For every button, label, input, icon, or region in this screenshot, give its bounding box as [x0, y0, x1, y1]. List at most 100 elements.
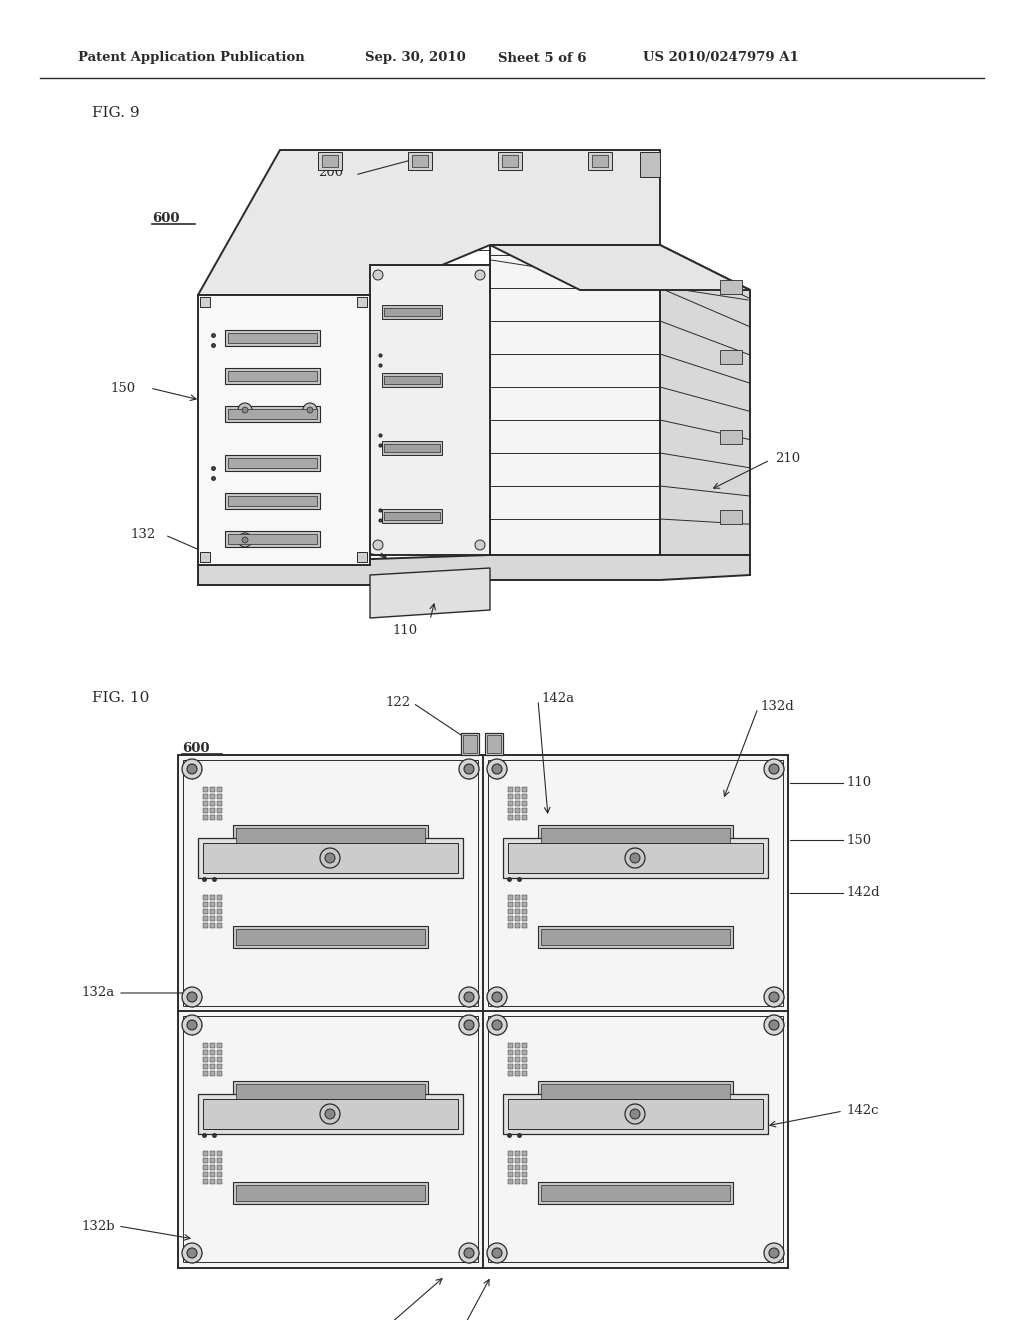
Bar: [508, 902, 513, 907]
Bar: [515, 902, 520, 907]
Bar: [210, 808, 215, 813]
Bar: [508, 1179, 513, 1184]
Text: 122: 122: [386, 697, 411, 710]
Bar: [515, 795, 520, 799]
Bar: [515, 814, 520, 820]
Bar: [318, 152, 342, 170]
Circle shape: [373, 271, 383, 280]
Text: 600: 600: [182, 742, 210, 755]
Bar: [522, 1166, 527, 1170]
Bar: [203, 895, 208, 900]
Bar: [720, 430, 742, 444]
Bar: [508, 895, 513, 900]
Bar: [210, 1049, 215, 1055]
Circle shape: [475, 540, 485, 550]
Bar: [210, 1057, 215, 1063]
Bar: [384, 512, 440, 520]
Bar: [203, 795, 208, 799]
Bar: [228, 535, 317, 544]
Circle shape: [464, 993, 474, 1002]
Bar: [217, 787, 222, 792]
Bar: [522, 1151, 527, 1156]
Bar: [508, 923, 513, 928]
Circle shape: [242, 407, 248, 413]
Bar: [203, 801, 208, 807]
Bar: [541, 1185, 730, 1201]
Text: FIG. 9: FIG. 9: [92, 106, 139, 120]
Bar: [225, 407, 319, 422]
Text: 132a: 132a: [82, 986, 115, 999]
Bar: [217, 1064, 222, 1069]
Bar: [217, 795, 222, 799]
Bar: [233, 927, 428, 948]
Bar: [228, 458, 317, 469]
Circle shape: [187, 993, 197, 1002]
Bar: [225, 492, 319, 510]
Text: 142c: 142c: [846, 1105, 879, 1118]
Circle shape: [307, 407, 313, 413]
Bar: [217, 1043, 222, 1048]
Bar: [384, 308, 440, 315]
Bar: [508, 843, 763, 873]
Bar: [508, 1166, 513, 1170]
Bar: [236, 1185, 425, 1201]
Circle shape: [373, 540, 383, 550]
Bar: [522, 1071, 527, 1076]
Bar: [357, 297, 367, 308]
Circle shape: [182, 1243, 202, 1263]
Bar: [217, 895, 222, 900]
Polygon shape: [490, 246, 750, 290]
Text: Patent Application Publication: Patent Application Publication: [78, 51, 305, 65]
Bar: [541, 1084, 730, 1100]
Bar: [508, 909, 513, 913]
Bar: [217, 909, 222, 913]
Bar: [228, 371, 317, 381]
Circle shape: [625, 1104, 645, 1125]
Bar: [322, 154, 338, 168]
Bar: [203, 1151, 208, 1156]
Polygon shape: [370, 265, 490, 554]
Bar: [515, 1064, 520, 1069]
Bar: [217, 1158, 222, 1163]
Circle shape: [492, 764, 502, 774]
Bar: [541, 929, 730, 945]
Bar: [210, 1158, 215, 1163]
Bar: [522, 1172, 527, 1177]
Bar: [508, 1100, 763, 1129]
Bar: [522, 795, 527, 799]
Polygon shape: [490, 246, 660, 554]
Bar: [515, 1071, 520, 1076]
Circle shape: [187, 764, 197, 774]
Bar: [210, 1043, 215, 1048]
Bar: [463, 735, 477, 752]
Bar: [522, 801, 527, 807]
Bar: [225, 330, 319, 346]
Bar: [640, 152, 660, 177]
Text: Sheet 5 of 6: Sheet 5 of 6: [498, 51, 587, 65]
Circle shape: [459, 1015, 479, 1035]
Bar: [210, 902, 215, 907]
Circle shape: [238, 403, 252, 417]
Bar: [203, 787, 208, 792]
Circle shape: [459, 759, 479, 779]
Bar: [217, 1057, 222, 1063]
Bar: [515, 787, 520, 792]
Circle shape: [319, 1104, 340, 1125]
Bar: [217, 1172, 222, 1177]
Bar: [217, 1151, 222, 1156]
Bar: [488, 1016, 783, 1262]
Bar: [515, 801, 520, 807]
Bar: [508, 1151, 513, 1156]
Bar: [203, 902, 208, 907]
Text: 132: 132: [130, 528, 156, 541]
Bar: [538, 825, 733, 847]
Text: 110: 110: [392, 623, 418, 636]
Bar: [203, 1043, 208, 1048]
Bar: [720, 280, 742, 294]
Bar: [200, 297, 210, 308]
Bar: [357, 552, 367, 562]
Bar: [522, 916, 527, 921]
Bar: [508, 795, 513, 799]
Bar: [508, 808, 513, 813]
Bar: [522, 895, 527, 900]
